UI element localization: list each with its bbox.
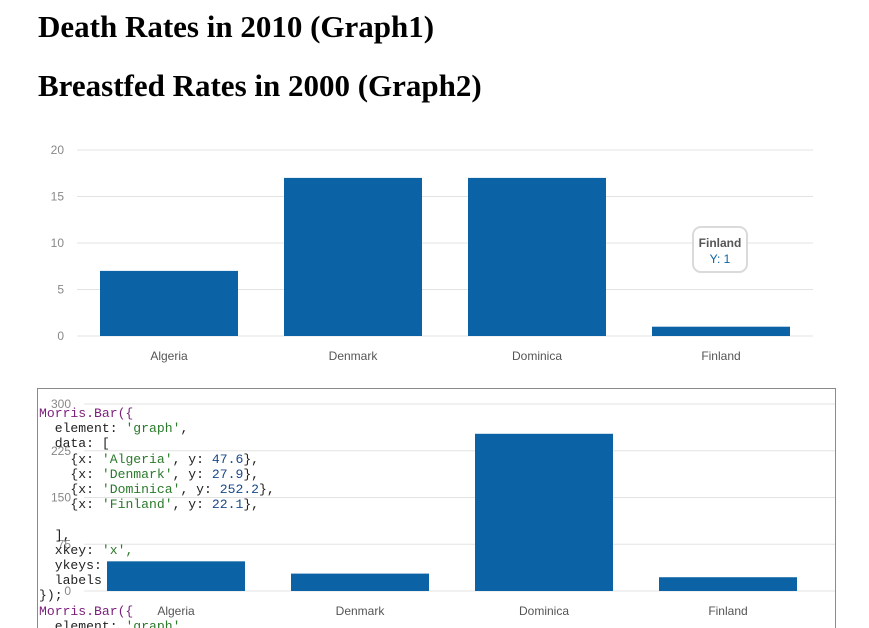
chart1-x-tick-label: Denmark	[329, 349, 379, 363]
chart1-y-tick-label: 0	[57, 329, 64, 343]
death-rates-bar-chart: 20 15 10 5 0 Algeria Denmark Dominica Finland	[51, 143, 813, 363]
chart2-y-tick-label: 225	[51, 444, 71, 458]
graph2-panel: 300 225 150 75 0 Algeria Denmark Dominica Finlan…	[37, 388, 836, 628]
chart1-hover-tooltip: Finland Y: 1	[692, 226, 748, 273]
chart1-y-tick-label: 20	[51, 143, 65, 157]
code-number: 22.1	[211, 497, 244, 513]
chart1-x-tick-label: Algeria	[150, 349, 188, 363]
chart2-x-tick-label: Denmark	[336, 604, 386, 618]
chart1-y-tick-label: 5	[57, 283, 64, 297]
code-line: Morris.Bar({	[39, 603, 134, 619]
hover-value: Y: 1	[709, 252, 731, 266]
code-string: 'x',	[101, 542, 134, 558]
code-string: 'Dominica'	[101, 482, 181, 498]
chart1-y-tick-label: 15	[51, 190, 65, 204]
chart2-bar	[659, 577, 797, 591]
code-string: 'Algeria'	[101, 451, 173, 467]
code-line: data: [	[39, 436, 110, 452]
chart2-x-tick-label: Dominica	[519, 604, 569, 618]
chart2-y-tick-label: 75	[58, 537, 72, 551]
chart1-y-tick-label: 10	[51, 236, 65, 250]
code-string: 'graph',	[125, 618, 189, 628]
graph2-title: Breastfed Rates in 2000 (Graph2)	[38, 68, 482, 103]
chart2-bar	[291, 573, 429, 591]
code-line: labels	[39, 573, 102, 589]
chart1-bar	[284, 177, 422, 336]
code-line: });	[39, 588, 63, 604]
chart2-y-tick-label: 300	[51, 397, 71, 411]
chart1-bar	[100, 270, 238, 336]
code-number: 47.6	[211, 451, 244, 467]
chart2-bar	[107, 561, 245, 591]
hover-label: Finland	[698, 236, 742, 250]
chart2-y-tick-label: 0	[64, 584, 71, 598]
code-overlay: Morris.Bar({ element: 'graph', data: [ {…	[39, 406, 275, 628]
breastfed-rates-bar-chart: 300 225 150 75 0 Algeria Denmark Dominica Finlan…	[51, 397, 835, 618]
code-number: 252.2	[219, 482, 260, 498]
code-string: 'Denmark'	[101, 466, 173, 482]
code-string: 'Finland'	[101, 497, 173, 513]
code-line: xkey:	[39, 542, 102, 558]
chart1-bar	[468, 177, 606, 336]
chart1-x-tick-label: Dominica	[512, 349, 562, 363]
code-line: element:	[39, 421, 126, 437]
chart1-x-tick-label: Finland	[701, 349, 740, 363]
chart2-y-tick-label: 150	[51, 491, 71, 505]
code-number: 27.9	[211, 466, 244, 482]
chart2-bar	[475, 433, 613, 591]
code-line: Morris.Bar({	[39, 406, 134, 421]
graph1-title: Death Rates in 2010 (Graph1)	[38, 9, 435, 44]
chart2-x-tick-label: Algeria	[157, 604, 195, 618]
code-line: ykeys:	[39, 558, 110, 574]
chart1-bar	[652, 326, 790, 336]
code-line: element:	[39, 618, 126, 628]
code-string: 'graph'	[125, 421, 181, 437]
chart2-x-tick-label: Finland	[708, 604, 747, 618]
code-line: ],	[39, 527, 71, 543]
